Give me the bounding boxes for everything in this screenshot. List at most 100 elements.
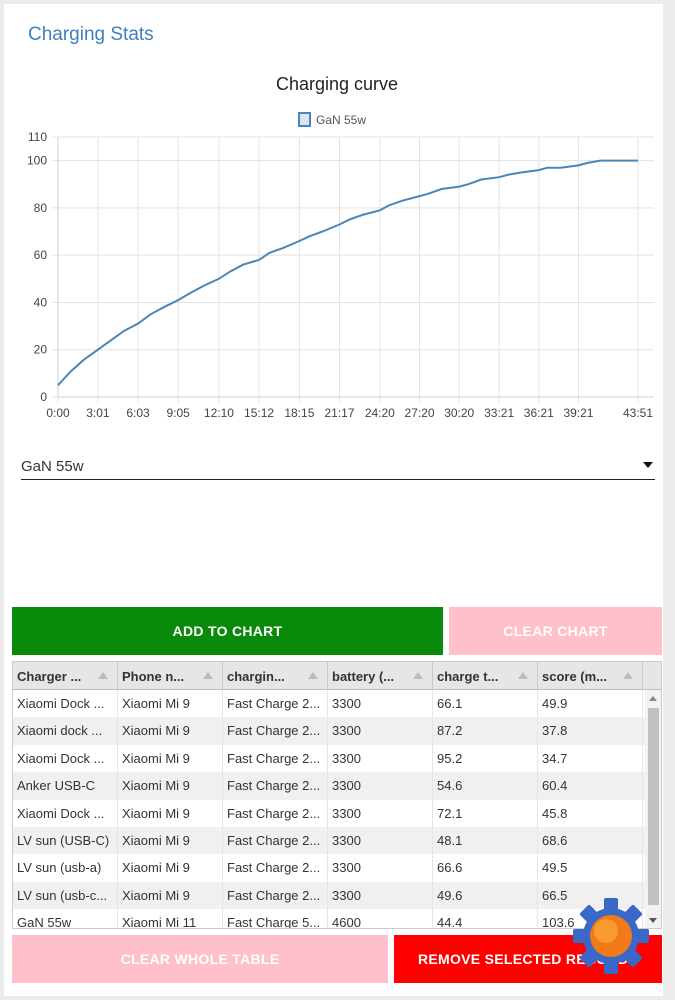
table-cell: 68.6 xyxy=(538,826,643,855)
table-row[interactable]: Anker USB-C Xiaomi Mi 9 Fast Charge 2... 33… xyxy=(13,772,645,800)
table-cell: Xiaomi dock ... xyxy=(13,717,118,745)
table-cell: 72.1 xyxy=(433,799,538,827)
table-cell: Fast Charge 2... xyxy=(223,826,328,855)
records-table: Charger ... Phone n... chargin... battery (… xyxy=(12,661,662,929)
table-body: Xiaomi Dock ... Xiaomi Mi 9 Fast Charge 2.… xyxy=(13,690,645,928)
table-cell: 4600 xyxy=(328,909,433,928)
legend-swatch[interactable] xyxy=(298,112,311,127)
column-header-label: Charger ... xyxy=(17,669,82,684)
table-cell: Fast Charge 2... xyxy=(223,690,328,718)
table-cell: 48.1 xyxy=(433,826,538,855)
charger-select-value: GaN 55w xyxy=(21,458,84,475)
table-cell: LV sun (usb-c... xyxy=(13,881,118,910)
sort-arrow-icon[interactable] xyxy=(203,672,213,679)
x-tick-label: 43:51 xyxy=(623,406,653,420)
table-cell: Fast Charge 2... xyxy=(223,744,328,773)
table-cell: Xiaomi Mi 9 xyxy=(118,717,223,745)
sort-arrow-icon[interactable] xyxy=(623,672,633,679)
add-to-chart-button[interactable]: ADD TO CHART xyxy=(12,607,443,655)
table-cell: 49.9 xyxy=(538,690,643,718)
table-cell: 60.4 xyxy=(538,772,643,800)
table-cell: Fast Charge 2... xyxy=(223,772,328,800)
column-header[interactable]: Charger ... xyxy=(13,662,118,690)
chart-title: Charging curve xyxy=(276,74,398,94)
table-row[interactable]: LV sun (usb-a) Xiaomi Mi 9 Fast Charge 2..… xyxy=(13,854,645,882)
sort-arrow-icon[interactable] xyxy=(308,672,318,679)
column-header-label: Phone n... xyxy=(122,669,185,684)
card-title: Charging Stats xyxy=(28,24,154,45)
table-cell: 66.5 xyxy=(538,881,643,910)
triangle-up-icon[interactable] xyxy=(649,696,657,701)
table-cell: 3300 xyxy=(328,744,433,773)
legend-label[interactable]: GaN 55w xyxy=(316,113,366,127)
triangle-down-icon[interactable] xyxy=(649,918,657,923)
column-header[interactable]: chargin... xyxy=(223,662,328,690)
table-scrollbar[interactable] xyxy=(645,690,661,928)
x-tick-label: 27:20 xyxy=(405,406,435,420)
table-cell: Xiaomi Dock ... xyxy=(13,799,118,827)
table-header: Charger ... Phone n... chargin... battery (… xyxy=(13,662,645,690)
table-cell: Xiaomi Mi 11 xyxy=(118,909,223,928)
table-cell: 3300 xyxy=(328,717,433,745)
table-cell: Xiaomi Mi 9 xyxy=(118,799,223,827)
table-row[interactable]: LV sun (usb-c... Xiaomi Mi 9 Fast Charge 2… xyxy=(13,881,645,910)
table-row[interactable]: Xiaomi Dock ... Xiaomi Mi 9 Fast Charge 2.… xyxy=(13,799,645,827)
clear-whole-table-button[interactable]: CLEAR WHOLE TABLE xyxy=(12,935,388,983)
table-cell: 87.2 xyxy=(433,717,538,745)
table-cell: 3300 xyxy=(328,772,433,800)
table-row[interactable]: Xiaomi Dock ... Xiaomi Mi 9 Fast Charge 2.… xyxy=(13,690,645,718)
table-cell: 95.2 xyxy=(433,744,538,773)
x-tick-label: 24:20 xyxy=(365,406,395,420)
sort-arrow-icon[interactable] xyxy=(518,672,528,679)
scrollbar-thumb[interactable] xyxy=(648,708,659,905)
table-cell: 49.5 xyxy=(538,854,643,882)
x-tick-label: 15:12 xyxy=(244,406,274,420)
charger-select[interactable]: GaN 55w xyxy=(21,452,655,480)
sort-arrow-icon[interactable] xyxy=(413,672,423,679)
column-header[interactable]: score (m... xyxy=(538,662,643,690)
table-cell: Xiaomi Mi 9 xyxy=(118,744,223,773)
y-tick-label: 80 xyxy=(34,201,48,215)
x-tick-label: 9:05 xyxy=(166,406,190,420)
table-cell: 54.6 xyxy=(433,772,538,800)
x-tick-label: 18:15 xyxy=(284,406,314,420)
y-tick-label: 100 xyxy=(27,154,47,168)
column-header[interactable]: charge t... xyxy=(433,662,538,690)
y-tick-label: 40 xyxy=(34,295,48,309)
table-row[interactable]: Xiaomi Dock ... Xiaomi Mi 9 Fast Charge 2.… xyxy=(13,744,645,773)
table-cell: LV sun (usb-a) xyxy=(13,854,118,882)
table-row[interactable]: Xiaomi dock ... Xiaomi Mi 9 Fast Charge 2.… xyxy=(13,717,645,745)
table-cell: 3300 xyxy=(328,881,433,910)
header-filler xyxy=(645,662,661,690)
y-tick-label: 60 xyxy=(34,248,48,262)
table-cell: Anker USB-C xyxy=(13,772,118,800)
table-cell: 44.4 xyxy=(433,909,538,928)
sort-arrow-icon[interactable] xyxy=(98,672,108,679)
table-cell: Xiaomi Mi 9 xyxy=(118,854,223,882)
column-header[interactable]: Phone n... xyxy=(118,662,223,690)
table-cell: 37.8 xyxy=(538,717,643,745)
table-cell: Xiaomi Dock ... xyxy=(13,690,118,718)
x-tick-label: 36:21 xyxy=(524,406,554,420)
series-line-gan-55w[interactable] xyxy=(57,159,638,386)
column-header-label: chargin... xyxy=(227,669,285,684)
table-cell: 103.6 xyxy=(538,909,643,928)
x-tick-label: 30:20 xyxy=(444,406,474,420)
x-tick-label: 12:10 xyxy=(204,406,234,420)
y-tick-label: 110 xyxy=(28,130,47,144)
column-header-label: score (m... xyxy=(542,669,608,684)
table-cell: 45.8 xyxy=(538,799,643,827)
table-row[interactable]: LV sun (USB-C) Xiaomi Mi 9 Fast Charge 2..… xyxy=(13,826,645,855)
table-cell: Xiaomi Mi 9 xyxy=(118,881,223,910)
table-cell: GaN 55w xyxy=(13,909,118,928)
charging-curve-chart: Charging curve GaN 55w 0 20 40 60 80 100 110 0:00… xyxy=(27,74,654,420)
table-row[interactable]: GaN 55w Xiaomi Mi 11 Fast Charge 5... 4600 4… xyxy=(13,909,645,928)
column-header[interactable]: battery (... xyxy=(328,662,433,690)
table-cell: Fast Charge 2... xyxy=(223,881,328,910)
clear-chart-button[interactable]: CLEAR CHART xyxy=(449,607,662,655)
table-cell: Fast Charge 5... xyxy=(223,909,328,928)
x-tick-label: 6:03 xyxy=(126,406,150,420)
x-tick-label: 0:00 xyxy=(46,406,70,420)
gear-icon xyxy=(573,898,649,974)
y-tick-label: 0 xyxy=(40,390,47,404)
